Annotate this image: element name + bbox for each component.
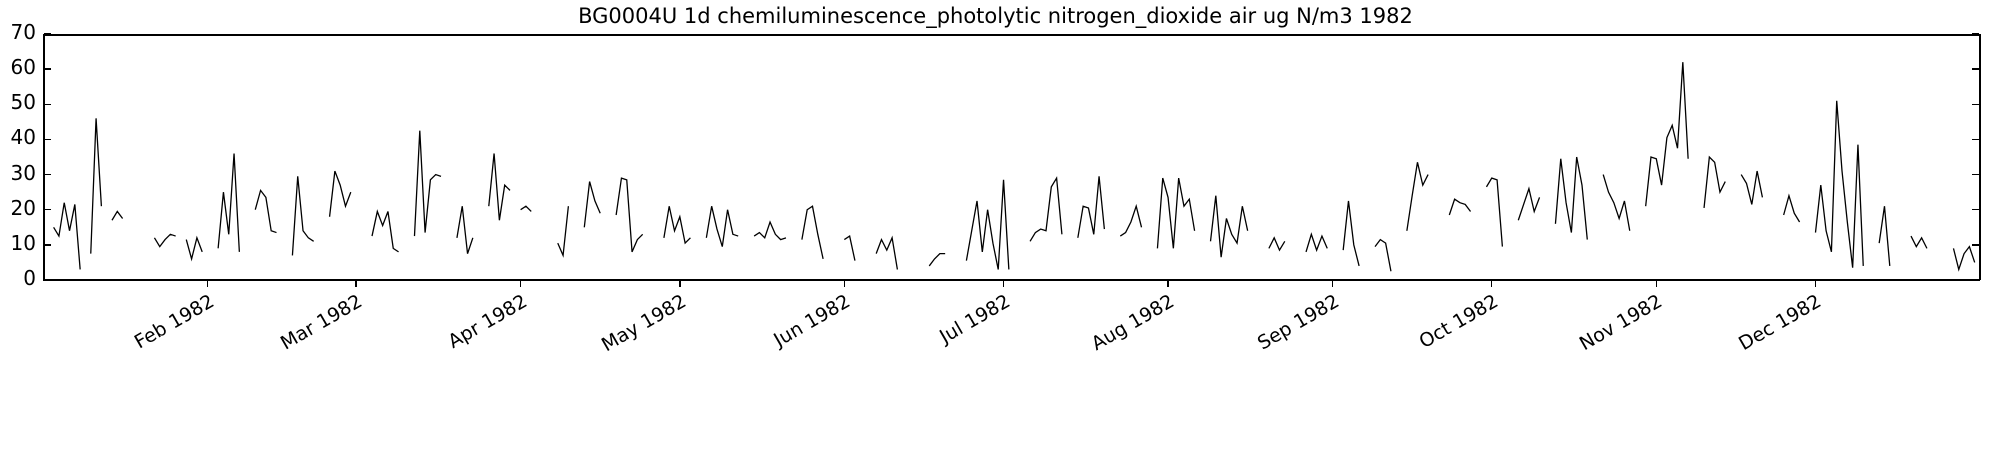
axis-spine-left	[43, 34, 45, 280]
y-tick-mark	[44, 173, 51, 176]
x-tick-label: Sep 1982	[1253, 290, 1343, 355]
y-tick-label: 10	[10, 230, 36, 255]
y-tick-label: 20	[10, 195, 36, 220]
plot-area	[43, 34, 1980, 280]
x-tick-mark	[355, 280, 357, 287]
y-tick-mark	[44, 103, 51, 105]
x-tick-label: Jun 1982	[770, 290, 855, 352]
timeseries-line-chart	[43, 34, 1980, 280]
y-tick-mark-right	[1972, 173, 1979, 176]
x-tick-mark	[1814, 280, 1817, 287]
x-tick-mark	[519, 280, 522, 287]
x-tick-label: Mar 1982	[276, 290, 367, 355]
y-tick-mark	[44, 68, 51, 70]
axis-spine-bottom	[43, 279, 1980, 281]
y-tick-mark	[44, 244, 51, 246]
y-tick-mark	[44, 209, 51, 211]
series-line-nitrogen-dioxide	[54, 62, 1975, 271]
x-tick-mark	[206, 280, 209, 287]
y-tick-mark-right	[1972, 279, 1979, 281]
y-tick-mark	[44, 138, 51, 141]
x-tick-label: Feb 1982	[130, 290, 218, 354]
y-tick-mark	[44, 33, 51, 35]
x-tick-label: Oct 1982	[1415, 290, 1502, 353]
x-tick-label: Dec 1982	[1735, 290, 1826, 355]
axis-spine-right	[1979, 34, 1981, 280]
y-tick-mark-right	[1972, 68, 1979, 70]
x-tick-label: Apr 1982	[444, 290, 531, 353]
y-tick-mark-right	[1972, 138, 1979, 141]
x-tick-mark	[1167, 280, 1169, 287]
x-tick-mark	[843, 280, 846, 287]
y-tick-mark-right	[1972, 33, 1979, 35]
y-tick-mark-right	[1972, 244, 1979, 246]
y-tick-mark	[44, 279, 51, 281]
axis-spine-top	[43, 34, 1980, 36]
y-tick-label: 40	[10, 125, 36, 150]
y-tick-label: 50	[10, 90, 36, 115]
y-tick-mark-right	[1972, 209, 1979, 211]
y-tick-label: 0	[23, 266, 36, 290]
x-tick-label: May 1982	[597, 290, 690, 357]
x-tick-label: Jul 1982	[935, 290, 1014, 348]
x-tick-mark	[1655, 280, 1657, 287]
x-tick-mark	[1002, 280, 1005, 287]
y-tick-label: 30	[10, 160, 36, 185]
x-tick-mark	[679, 280, 681, 287]
y-tick-label: 60	[10, 55, 36, 80]
y-tick-label: 70	[10, 20, 36, 44]
x-tick-mark	[1331, 280, 1334, 287]
x-tick-mark	[1491, 280, 1493, 287]
y-tick-mark-right	[1972, 103, 1979, 105]
chart-title: BG0004U 1d chemiluminescence_photolytic …	[578, 4, 1413, 28]
x-tick-label: Aug 1982	[1087, 290, 1179, 356]
x-tick-label: Nov 1982	[1576, 290, 1667, 356]
